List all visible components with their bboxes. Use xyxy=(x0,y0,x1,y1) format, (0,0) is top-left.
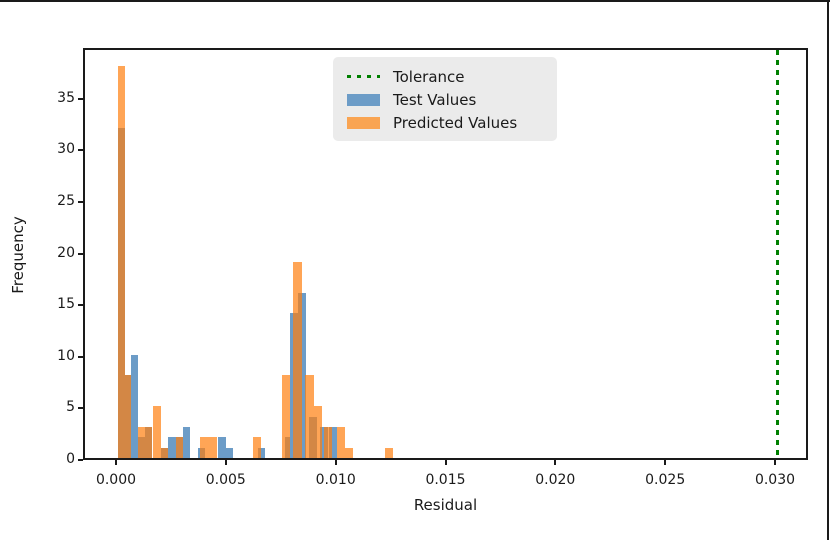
legend-item: Test Values xyxy=(347,88,557,111)
x-tick-label: 0.025 xyxy=(645,472,686,488)
predicted-values-bar xyxy=(152,406,161,458)
y-tick-label: 35 xyxy=(57,89,75,106)
predicted-values-bar xyxy=(282,375,290,458)
x-tick-mark xyxy=(334,460,337,465)
predicted-values-bar xyxy=(344,447,353,458)
test-values-bar xyxy=(217,437,226,458)
x-axis-label: Residual xyxy=(413,496,478,514)
y-tick-mark xyxy=(78,97,83,100)
y-tick-label: 10 xyxy=(57,347,75,364)
x-tick-mark xyxy=(664,460,667,465)
y-axis-label: Frequency xyxy=(9,216,27,294)
x-tick-label: 0.020 xyxy=(535,472,576,488)
x-tick-label: 0.010 xyxy=(315,472,356,488)
predicted-values-bar xyxy=(208,437,217,458)
predicted-values-bar xyxy=(324,427,332,458)
predicted-values-bar xyxy=(199,437,209,458)
predicted-values-bar xyxy=(145,427,152,458)
x-tick-mark xyxy=(774,460,776,465)
predicted-values-bar xyxy=(384,447,393,458)
predicted-values-bar xyxy=(293,261,303,458)
x-tick-mark xyxy=(444,460,447,465)
y-tick-mark xyxy=(78,304,83,307)
y-tick-label: 5 xyxy=(66,399,75,416)
test-values-bar xyxy=(328,427,337,458)
test-values-bar xyxy=(257,447,265,458)
window-border-top xyxy=(0,0,830,2)
predicted-values-bar xyxy=(161,447,168,458)
legend-item: Tolerance xyxy=(347,65,557,88)
legend-item: Predicted Values xyxy=(347,111,557,134)
legend-label: Test Values xyxy=(393,90,477,109)
x-tick-mark xyxy=(554,460,557,465)
predicted-values-bar xyxy=(118,65,125,458)
tolerance-line xyxy=(775,50,779,458)
y-tick-mark xyxy=(78,200,83,203)
predicted-values-bar xyxy=(253,437,261,458)
legend: Tolerance Test Values Predicted Values xyxy=(333,57,557,141)
y-tick-mark xyxy=(78,149,83,152)
predicted-values-bar xyxy=(304,375,314,458)
x-tick-mark xyxy=(115,460,117,465)
predicted-values-bar xyxy=(137,427,145,458)
y-tick-label: 25 xyxy=(57,192,75,209)
y-tick-label: 30 xyxy=(57,141,75,158)
y-tick-mark xyxy=(78,459,83,461)
x-tick-label: 0.015 xyxy=(425,472,466,488)
legend-dotted-line-sample xyxy=(347,75,380,78)
predicted-values-bar xyxy=(125,375,132,458)
legend-patch-sample xyxy=(347,93,380,106)
predicted-values-bar xyxy=(313,406,322,458)
window-border-right xyxy=(827,0,829,540)
y-tick-label: 20 xyxy=(57,244,75,261)
y-tick-mark xyxy=(78,252,83,255)
y-tick-mark xyxy=(78,355,83,358)
predicted-values-bar xyxy=(176,437,183,458)
x-tick-label: 0.030 xyxy=(754,472,796,488)
test-values-bar xyxy=(226,447,233,458)
x-tick-label: 0.005 xyxy=(205,472,246,488)
predicted-values-bar xyxy=(337,427,345,458)
test-values-bar xyxy=(168,437,176,458)
legend-label: Tolerance xyxy=(393,67,465,86)
legend-patch-sample xyxy=(347,116,380,129)
x-tick-mark xyxy=(224,460,227,465)
legend-label: Predicted Values xyxy=(393,113,518,132)
x-tick-label: 0.000 xyxy=(95,472,137,488)
y-tick-label: 0 xyxy=(66,451,75,467)
predicted-values-bars-layer xyxy=(85,50,806,458)
y-tick-mark xyxy=(78,407,83,410)
y-tick-label: 15 xyxy=(57,296,75,313)
test-values-bar xyxy=(183,427,190,458)
test-values-bar xyxy=(131,354,138,458)
